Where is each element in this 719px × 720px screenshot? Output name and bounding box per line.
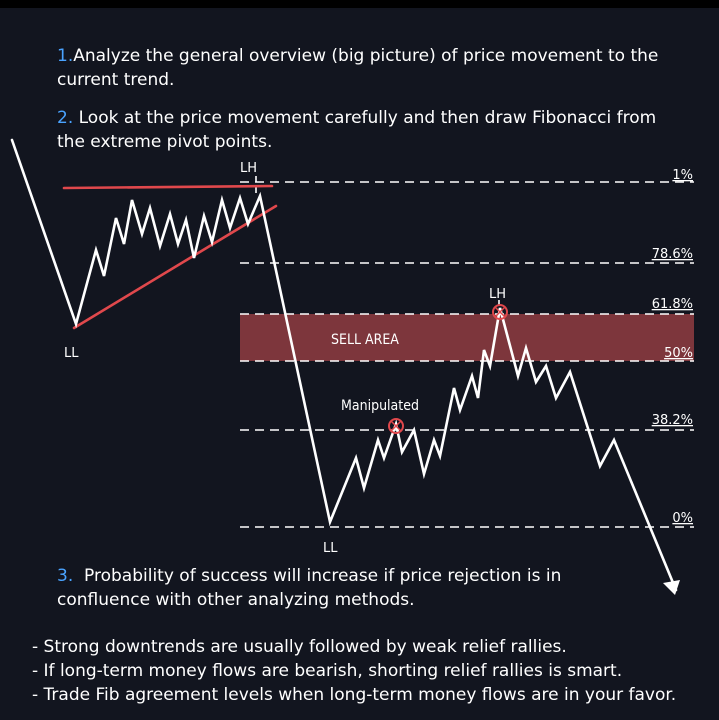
resistance-trendline: [62, 184, 274, 190]
step-3-text: 3. Probability of success will increase …: [57, 564, 561, 612]
lh-pivot-circle: [492, 304, 508, 320]
support-trendline: [72, 204, 278, 330]
bullet-3: - Trade Fib agreement levels when long-t…: [32, 685, 677, 705]
lh-pivot-cross-b: [494, 306, 506, 318]
fib-label-38-2: 38.2%: [652, 413, 693, 428]
ll-left-label: LL: [64, 346, 79, 361]
manipulated-label: Manipulated: [341, 398, 419, 414]
fib-label-50: 50%: [664, 346, 693, 361]
lh-top-label: LH: [240, 161, 257, 176]
ll-bottom-label: LL: [323, 541, 338, 556]
price-path: [10, 138, 678, 592]
bullet-1: - Strong downtrends are usually followed…: [32, 637, 567, 657]
fib-label-1: 1%: [672, 168, 693, 183]
step-3-body: Probability of success will increase if …: [57, 566, 562, 610]
sell-area-zone: [240, 314, 694, 361]
fib-label-0: 0%: [672, 511, 693, 526]
lh-mid-label: LH: [489, 287, 506, 302]
manipulated-pivot-cross-b: [390, 420, 402, 432]
step-1-text: 1.Analyze the general overview (big pict…: [57, 44, 658, 92]
top-edge-bar: [0, 0, 719, 8]
step-2-body: Look at the price movement carefully and…: [57, 108, 657, 152]
step-2-number: 2.: [57, 108, 74, 128]
step-1-number: 1.: [57, 46, 74, 66]
fib-label-61-8: 61.8%: [652, 297, 693, 312]
sell-area-label: SELL AREA: [331, 332, 399, 348]
bullet-2: - If long-term money flows are bearish, …: [32, 661, 623, 681]
downtrend-arrowhead: [663, 580, 680, 595]
manipulated-pivot-circle: [388, 418, 404, 434]
step-1-body: Analyze the general overview (big pictur…: [57, 46, 659, 90]
step-3-number: 3.: [57, 566, 74, 586]
fib-label-78-6: 78.6%: [652, 247, 693, 262]
step-2-text: 2. Look at the price movement carefully …: [57, 106, 656, 154]
